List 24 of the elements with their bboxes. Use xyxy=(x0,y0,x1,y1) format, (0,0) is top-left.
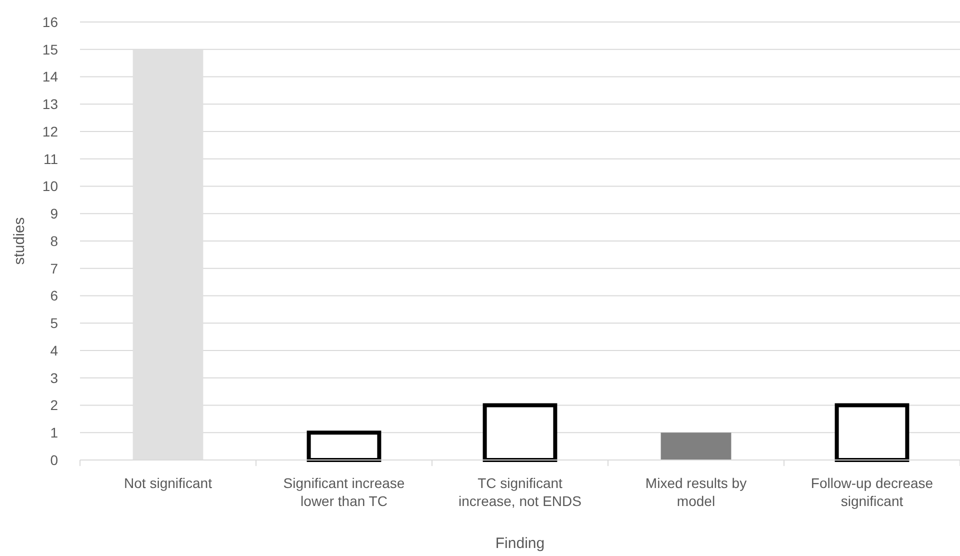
y-tick-label: 3 xyxy=(50,370,58,386)
y-tick-label: 8 xyxy=(50,232,58,249)
x-tick-label: Not significant xyxy=(124,475,212,491)
y-tick-label: 13 xyxy=(42,96,58,112)
y-tick-label: 5 xyxy=(50,315,58,332)
y-tick-label: 9 xyxy=(50,206,58,222)
y-tick-label: 16 xyxy=(42,14,58,30)
y-tick-label: 14 xyxy=(42,68,58,85)
y-tick-label: 12 xyxy=(42,123,58,140)
y-tick-label: 11 xyxy=(43,150,58,167)
y-tick-label: 4 xyxy=(50,342,58,358)
x-axis-title: Finding xyxy=(495,535,545,552)
y-tick-label: 6 xyxy=(50,288,58,304)
y-tick-label: 1 xyxy=(50,424,58,441)
x-tick-label: Follow-up decrease significant xyxy=(810,475,934,509)
y-tick-label: 2 xyxy=(50,397,58,414)
y-tick-label: 0 xyxy=(50,452,58,468)
x-tick-label: Significant increase lower than TC xyxy=(283,475,405,509)
y-axis-title: studies xyxy=(11,217,28,265)
y-tick-label: 10 xyxy=(42,178,58,194)
x-tick-label: TC significant increase, not ENDS xyxy=(458,475,582,509)
y-tick-label: 7 xyxy=(50,260,58,276)
x-tick-label: Mixed results by model xyxy=(645,475,747,509)
y-tick-label: 15 xyxy=(42,41,58,58)
